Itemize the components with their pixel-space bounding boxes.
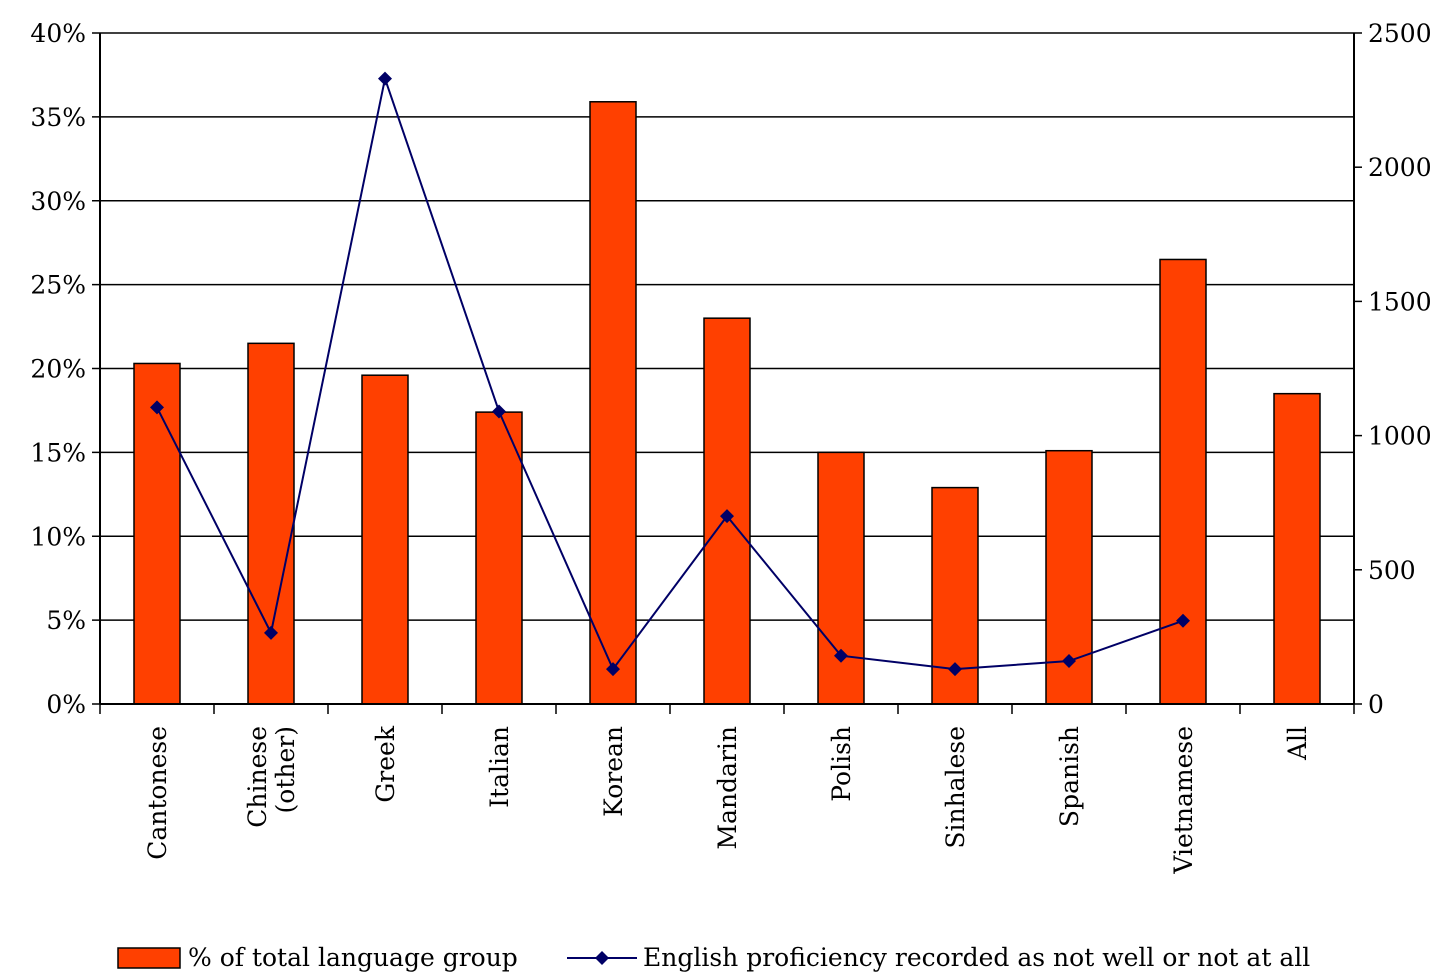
bar (475, 411, 523, 705)
category-label-line: Italian (485, 726, 514, 808)
line-point (1062, 654, 1076, 669)
line-series (150, 71, 1190, 677)
line-point (492, 404, 506, 419)
category-label: Italian (485, 726, 514, 808)
right-tick-label: 0 (1368, 690, 1384, 719)
left-tick-label: 25% (30, 271, 86, 300)
right-tick-label: 2000 (1368, 153, 1432, 182)
series-line (156, 74, 1184, 672)
line-point (606, 662, 620, 677)
category-label-line: Korean (599, 726, 628, 817)
left-tick-label: 40% (30, 19, 86, 48)
legend: % of total language group English profic… (117, 943, 1310, 972)
category-labels: Cantonese Chinese (other) Greek Italian Korea… (143, 725, 1312, 874)
left-tick-label: 30% (30, 187, 86, 216)
category-label-line: Chinese (243, 726, 272, 828)
bar (589, 101, 637, 705)
bar (817, 451, 865, 705)
left-tick-label: 0% (46, 690, 86, 719)
category-label: Greek (371, 725, 400, 803)
category-label-line: (other) (271, 726, 300, 813)
category-label: Sinhalese (941, 726, 970, 849)
category-label-line: Polish (827, 726, 856, 802)
category-label: All (1283, 726, 1312, 761)
category-label: Mandarin (713, 726, 742, 850)
category-label-line: Sinhalese (941, 726, 970, 849)
legend-line-label: English proficiency recorded as not well… (643, 943, 1310, 972)
left-tick-label: 15% (30, 438, 86, 467)
line-point (834, 648, 848, 663)
bar (1159, 258, 1207, 705)
legend-line-marker (595, 951, 609, 965)
line-point (378, 71, 392, 86)
legend-bar-swatch (117, 947, 181, 969)
bar (1273, 392, 1321, 705)
bar (361, 374, 409, 705)
category-label-line: Greek (371, 725, 400, 803)
left-tick-label: 10% (30, 522, 86, 551)
right-tick-label: 500 (1368, 556, 1416, 585)
right-tick-label: 2500 (1368, 19, 1432, 48)
right-tick-label: 1500 (1368, 287, 1432, 316)
line-point (150, 400, 164, 415)
category-label: Vietnamese (1169, 726, 1198, 875)
left-tick-label: 35% (30, 103, 86, 132)
category-label-line: Spanish (1055, 726, 1084, 827)
right-tick-label: 1000 (1368, 422, 1432, 451)
category-label: Korean (599, 726, 628, 817)
bar (247, 342, 295, 705)
line-point (948, 662, 962, 677)
left-tick-label: 5% (46, 606, 86, 635)
bar (133, 362, 181, 705)
bar (703, 317, 751, 705)
category-label-line: Mandarin (713, 726, 742, 850)
line-point (1176, 613, 1190, 628)
category-label: Spanish (1055, 726, 1084, 827)
category-label-line: All (1283, 726, 1312, 761)
left-axis-ticks: 0% 5% 10% 15% 20% 25% 30% 35% 40% (30, 19, 100, 719)
right-axis-ticks: 0 500 1000 1500 2000 2500 (1354, 19, 1432, 719)
left-tick-label: 20% (30, 355, 86, 384)
line-point (720, 509, 734, 524)
category-label: Chinese (other) (243, 726, 300, 828)
line-point (264, 625, 278, 640)
category-label-line: Vietnamese (1169, 726, 1198, 875)
category-label-line: Cantonese (143, 726, 172, 860)
category-label: Polish (827, 726, 856, 802)
category-label: Cantonese (143, 726, 172, 860)
legend-bar-label: % of total language group (188, 943, 518, 972)
